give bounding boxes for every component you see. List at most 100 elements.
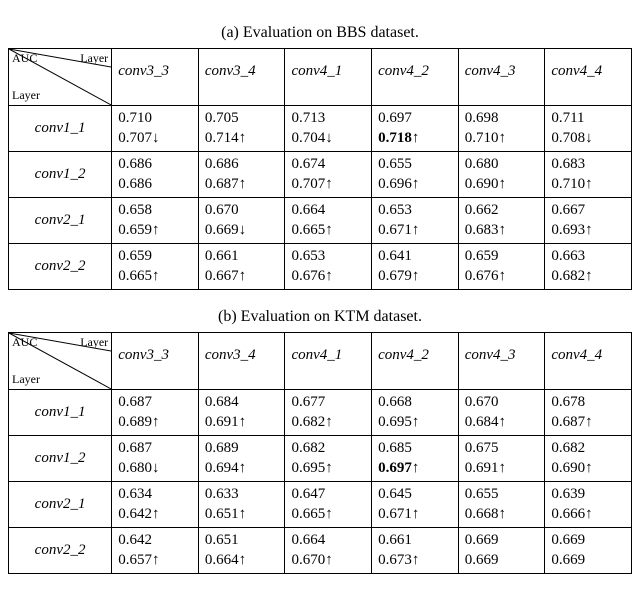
trend-arrow-icon: ↑ [325,414,333,430]
value-bottom: 0.670 [291,552,325,568]
col-header: conv3_3 [112,333,199,390]
value-bottom: 0.684 [465,414,499,430]
trend-arrow-icon: ↑ [585,176,593,192]
value-bottom: 0.682 [551,268,585,284]
data-cell: 0.6450.671↑ [372,482,459,528]
data-cell: 0.6470.665↑ [285,482,372,528]
value-top: 0.641 [378,248,412,264]
data-cell: 0.7130.704↓ [285,106,372,152]
data-cell: 0.6890.694↑ [198,436,285,482]
value-bottom: 0.669 [551,552,585,568]
data-cell: 0.6870.680↓ [112,436,199,482]
value-bottom: 0.664 [205,552,239,568]
value-bottom: 0.682 [291,414,325,430]
trend-arrow-icon: ↑ [412,552,420,568]
data-cell: 0.6680.695↑ [372,390,459,436]
trend-arrow-icon: ↑ [412,506,420,522]
data-cell: 0.6340.642↑ [112,482,199,528]
trend-arrow-icon: ↓ [152,130,160,146]
trend-arrow-icon: ↑ [412,222,420,238]
value-bottom: 0.667 [205,268,239,284]
trend-arrow-icon: ↑ [498,222,506,238]
value-bottom: 0.710 [551,176,585,192]
value-top: 0.689 [205,440,239,456]
data-cell: 0.6820.695↑ [285,436,372,482]
row-label: conv1_1 [9,390,112,436]
value-top: 0.698 [465,110,499,126]
data-cell: 0.6420.657↑ [112,528,199,574]
data-cell: 0.6750.691↑ [458,436,545,482]
value-top: 0.686 [118,156,152,172]
value-bottom: 0.687 [205,176,239,192]
trend-arrow-icon: ↑ [585,506,593,522]
value-top: 0.697 [378,110,412,126]
value-bottom: 0.676 [465,268,499,284]
value-bottom: 0.676 [291,268,325,284]
value-top: 0.705 [205,110,239,126]
data-cell: 0.6530.676↑ [285,244,372,290]
value-top: 0.633 [205,486,239,502]
trend-arrow-icon: ↓ [585,130,593,146]
value-bottom: 0.669 [205,222,239,238]
data-cell: 0.6590.665↑ [112,244,199,290]
value-top: 0.684 [205,394,239,410]
trend-arrow-icon: ↑ [325,268,333,284]
tables-container: (a) Evaluation on BBS dataset.AUCLayerLa… [8,24,632,574]
results-table-1: AUCLayerLayerconv3_3conv3_4conv4_1conv4_… [8,332,632,574]
trend-arrow-icon: ↑ [239,552,247,568]
value-bottom: 0.680 [118,460,152,476]
col-header: conv3_4 [198,49,285,106]
value-bottom: 0.679 [378,268,412,284]
value-top: 0.667 [551,202,585,218]
data-cell: 0.6860.686 [112,152,199,198]
data-cell: 0.677 0.682↑ [285,390,372,436]
value-top: 0.670 [205,202,239,218]
trend-arrow-icon: ↑ [412,130,420,146]
trend-arrow-icon: ↑ [239,268,247,284]
value-top: 0.642 [118,532,152,548]
value-bottom: 0.696 [378,176,412,192]
value-top: 0.645 [378,486,412,502]
value-bottom: 0.665 [118,268,152,284]
value-bottom: 0.691 [205,414,239,430]
diag-label-layer-top: Layer [80,335,108,350]
value-bottom: 0.693 [551,222,585,238]
value-bottom: 0.710 [465,130,499,146]
table-row: conv2_20.6590.665↑0.6610.667↑0.6530.676↑… [9,244,632,290]
value-top: 0.659 [465,248,499,264]
table-row: conv1_10.6870.689↑0.6840.691↑0.6770.682↑… [9,390,632,436]
value-top: 0.669 [465,532,499,548]
data-cell: 0.6610.673↑ [372,528,459,574]
col-header: conv4_1 [285,333,372,390]
value-bottom: 0.689 [118,414,152,430]
value-top: 0.668 [378,394,412,410]
diag-label-layer-bottom: Layer [12,372,40,387]
value-top: 0.655 [378,156,412,172]
trend-arrow-icon: ↑ [325,176,333,192]
value-top: 0.664 [291,202,325,218]
trend-arrow-icon: ↑ [239,130,247,146]
data-cell: 0.6550.696↑ [372,152,459,198]
data-cell: 0.6870.689↑ [112,390,199,436]
data-cell: 0.6390.666↑ [545,482,632,528]
value-top: 0.687 [118,394,152,410]
data-cell: 0.6970.718↑ [372,106,459,152]
trend-arrow-icon: ↑ [152,222,160,238]
value-bottom: 0.704 [291,130,325,146]
table-row: conv2_10.6580.659↑0.6700.669↓0.6640.665↑… [9,198,632,244]
data-cell: 0.6640.670↑ [285,528,372,574]
value-top: 0.659 [118,248,152,264]
table-row: conv1_10.7100.707↓0.7050.714↑0.7130.704↓… [9,106,632,152]
data-cell: 0.6530.671↑ [372,198,459,244]
value-top: 0.682 [291,440,325,456]
diagonal-header: AUCLayerLayer [9,49,112,106]
trend-arrow-icon: ↑ [239,414,247,430]
data-cell: 0.6410.679↑ [372,244,459,290]
trend-arrow-icon: ↑ [325,506,333,522]
value-top: 0.678 [551,394,585,410]
table-row: conv2_10.6340.642↑0.6330.651↑0.6470.665↑… [9,482,632,528]
table-row: conv1_20.6870.680↓0.6890.694↑0.6820.695↑… [9,436,632,482]
diag-label-auc: AUC [12,335,37,350]
diag-label-layer-bottom: Layer [12,88,40,103]
value-top: 0.677 [291,394,325,410]
